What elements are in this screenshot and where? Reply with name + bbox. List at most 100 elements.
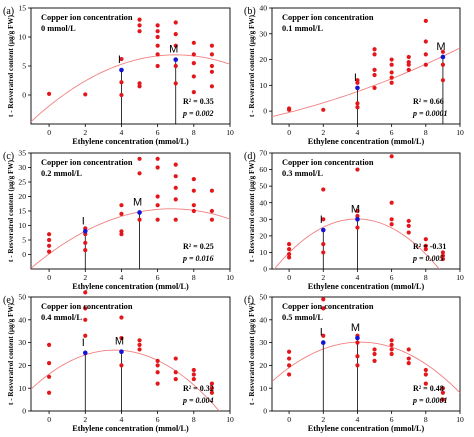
data-point [389, 338, 394, 343]
data-point [173, 185, 178, 190]
data-point [355, 213, 360, 219]
y-tick-label: 5 [22, 62, 26, 71]
data-point [173, 43, 178, 48]
data-point [372, 52, 377, 57]
y-tick-label: 0 [263, 107, 267, 116]
marker-label-m: M [169, 44, 178, 56]
data-point [173, 63, 178, 69]
y-axis-label: t - Resveratrol content (μg/g FW) [7, 14, 15, 117]
data-point [355, 340, 360, 345]
data-point [389, 57, 394, 62]
x-tick-label: 8 [192, 273, 196, 282]
data-point [119, 211, 124, 216]
data-point [119, 335, 124, 341]
x-tick-label: 10 [456, 273, 464, 282]
data-point [173, 162, 178, 167]
marker-point [82, 229, 88, 234]
data-point [423, 381, 428, 386]
y-tick-label: 60 [259, 165, 267, 174]
data-point [406, 62, 411, 67]
panel-label: (d) [244, 151, 256, 162]
data-point [389, 154, 394, 159]
data-point [137, 17, 142, 22]
data-point [191, 61, 196, 66]
data-point [191, 52, 196, 57]
data-point [389, 217, 394, 222]
data-point [119, 363, 124, 368]
fit-curve [31, 349, 220, 411]
data-point [209, 84, 215, 89]
data-point [137, 156, 142, 161]
y-tick-label: 20 [18, 361, 26, 370]
data-point [440, 390, 446, 395]
data-point [321, 242, 326, 247]
p-value: p = 0.0001 [412, 396, 448, 405]
data-point [321, 333, 326, 338]
x-tick-label: 6 [156, 415, 160, 424]
data-point [137, 217, 142, 222]
y-tick-label: 40 [259, 4, 267, 13]
marker-label-m: M [351, 203, 360, 215]
data-point [209, 52, 215, 57]
data-point [423, 18, 428, 23]
y-tick-label: 40 [259, 198, 267, 207]
data-point [423, 247, 428, 252]
data-point [155, 194, 160, 199]
data-point [191, 90, 196, 95]
x-tick-label: 4 [356, 128, 360, 137]
x-tick-label: 10 [226, 128, 234, 137]
x-tick-label: 6 [390, 415, 394, 424]
data-point [155, 63, 160, 69]
plot-frame [271, 7, 461, 125]
x-tick-label: 8 [192, 128, 196, 137]
data-point [286, 255, 292, 260]
p-value: p = 0.002 [182, 109, 214, 118]
y-tick-label: 20 [259, 231, 267, 240]
y-tick-label: 30 [18, 338, 26, 347]
x-tick-label: 4 [356, 415, 360, 424]
data-point [137, 171, 142, 176]
data-point [372, 351, 377, 357]
fit-curve [272, 341, 460, 394]
data-point [209, 217, 215, 222]
y-tick-label: 30 [259, 215, 267, 224]
x-tick-label: 10 [456, 128, 464, 137]
x-tick-label: 2 [321, 415, 325, 424]
data-point [355, 225, 360, 230]
data-point [119, 80, 124, 85]
annotation-title: Copper ion concentration [41, 302, 133, 311]
data-point [155, 29, 160, 34]
data-point [286, 372, 292, 377]
data-point [191, 376, 196, 382]
x-tick-label: 8 [192, 415, 196, 424]
x-tick-label: 4 [120, 128, 124, 137]
x-tick-label: 0 [287, 273, 291, 282]
data-point [389, 351, 394, 357]
data-point [423, 237, 428, 242]
marker-label-m: M [115, 336, 124, 348]
marker-label-i: I [118, 54, 121, 66]
fit-curve [272, 47, 460, 118]
data-point [406, 54, 411, 60]
data-point [83, 333, 88, 338]
annotation-concentration: 0 mmol/L [41, 24, 76, 33]
data-point [46, 232, 52, 237]
data-point [137, 23, 142, 28]
data-point [286, 242, 292, 247]
y-axis-label: t - Resveratrol content (μg/g FW) [248, 159, 256, 262]
data-point [119, 92, 124, 98]
y-axis-label: t - Resveratrol content (μg/g FW) [248, 14, 256, 117]
data-point [355, 78, 360, 83]
y-tick-label: 30 [259, 29, 267, 38]
y-tick-label: 10 [18, 384, 26, 393]
data-point [46, 249, 52, 254]
data-point [423, 62, 428, 67]
x-tick-label: 2 [321, 128, 325, 137]
data-point [209, 43, 215, 48]
x-tick-label: 6 [390, 273, 394, 282]
data-point [389, 75, 394, 80]
data-point [406, 347, 411, 352]
data-point [321, 187, 326, 192]
x-tick-label: 4 [356, 273, 360, 282]
